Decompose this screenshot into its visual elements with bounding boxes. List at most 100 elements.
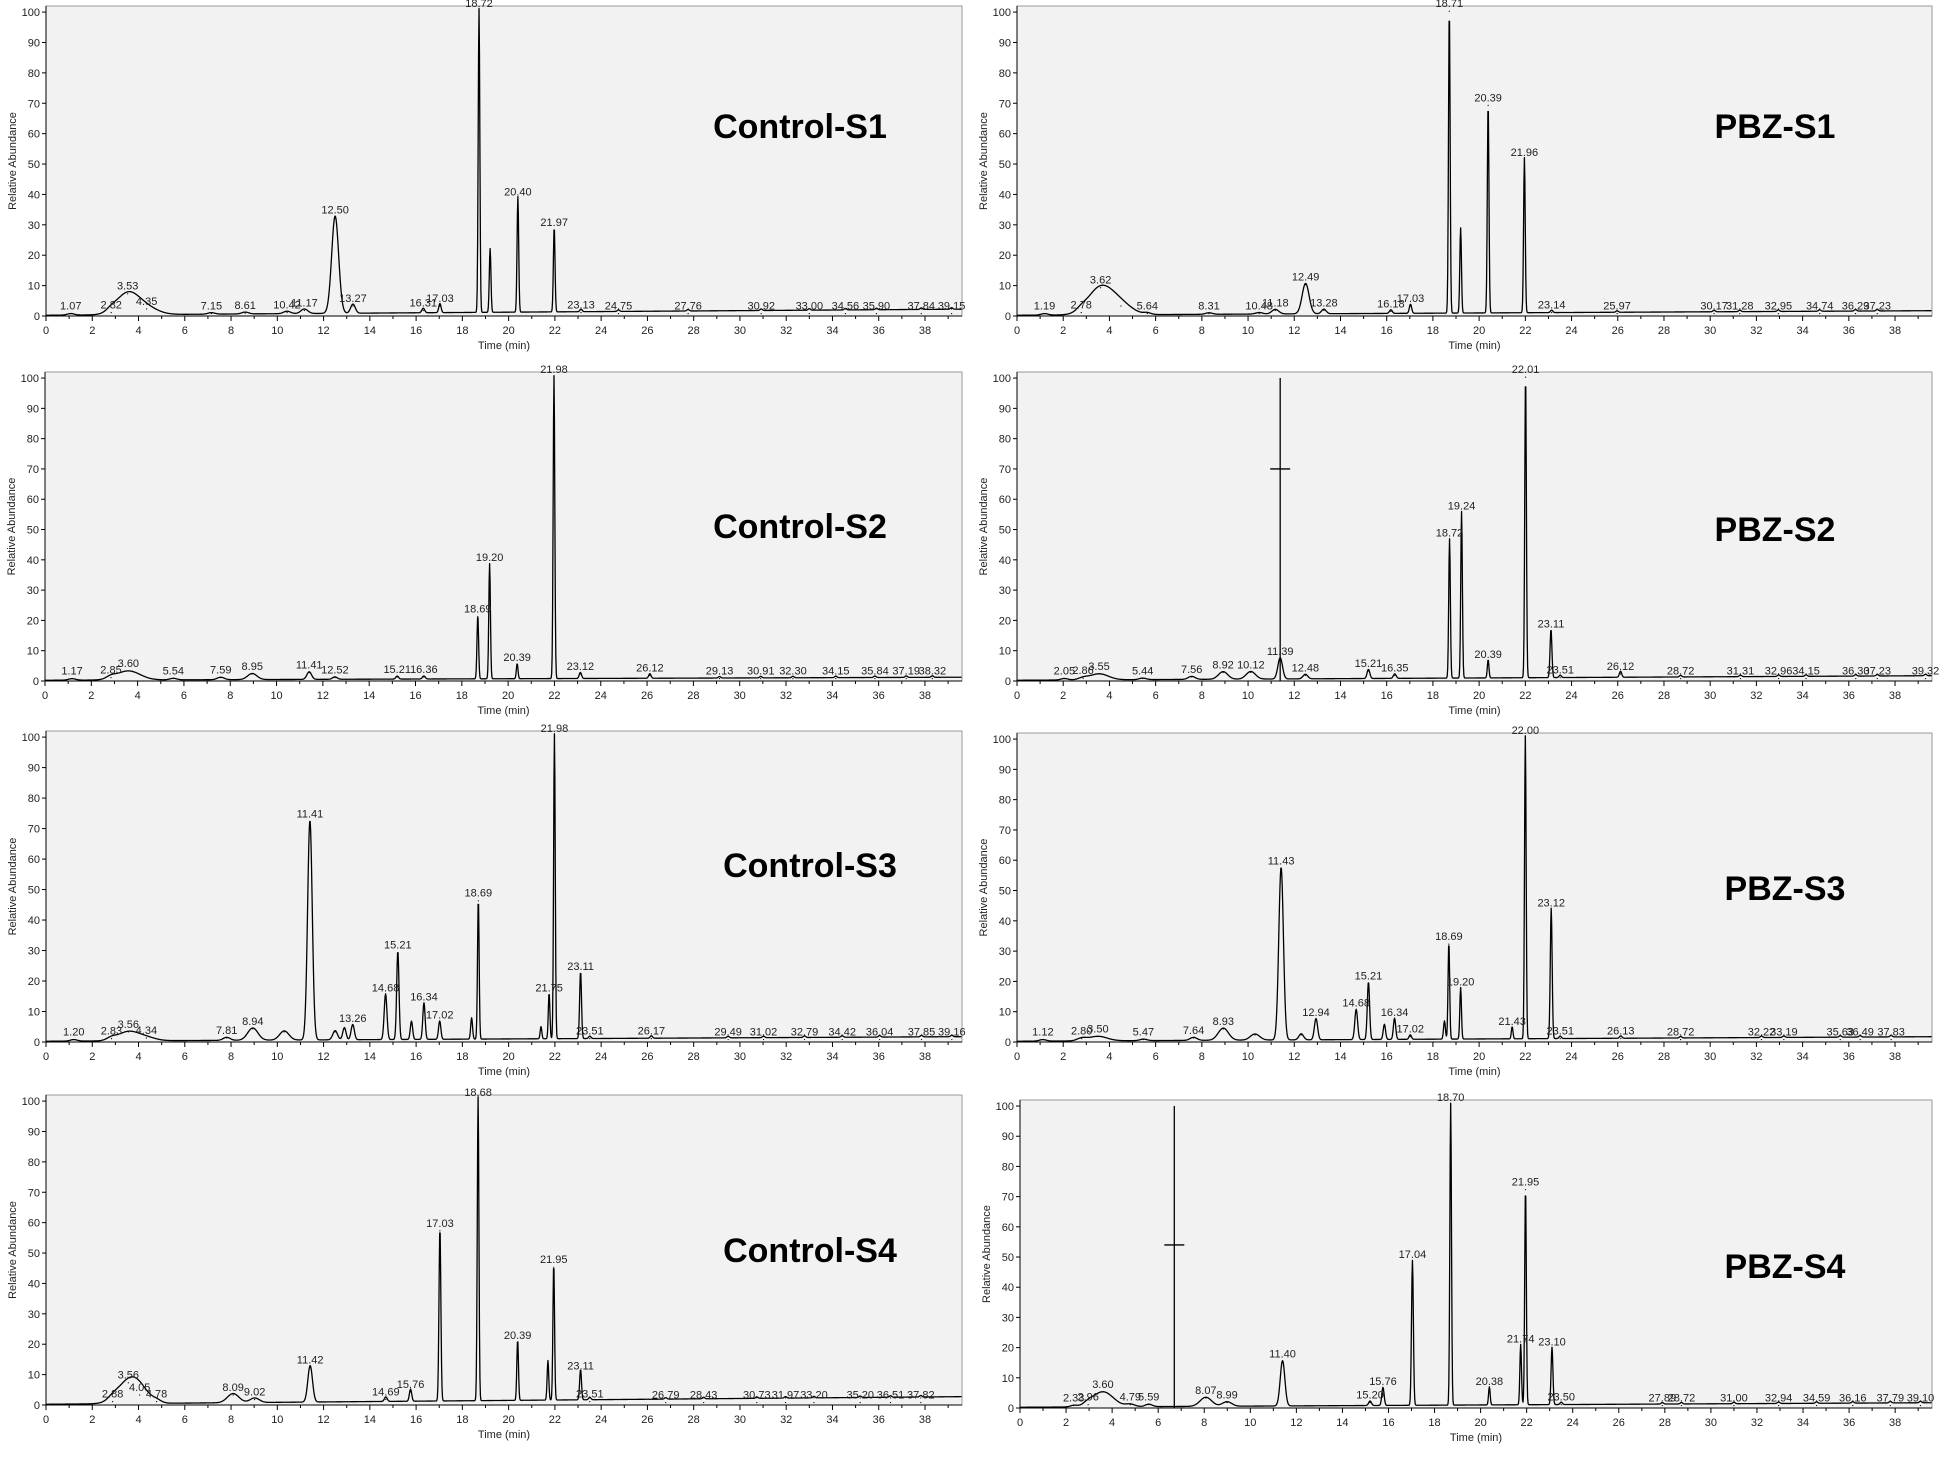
panel-7-x-tick-label: 14 <box>364 1414 376 1426</box>
panel-8-y-tick-label: 70 <box>1002 1192 1014 1204</box>
panel-6-y-tick-label: 10 <box>999 1007 1011 1019</box>
panel-5-peak-apex <box>343 1028 345 1030</box>
panel-1-peak-label: 34.56 <box>832 300 860 312</box>
panel-4-peak-apex <box>1304 674 1306 677</box>
panel-5-x-tick-label: 14 <box>364 1051 376 1063</box>
panel-4-peak-label: 23.11 <box>1538 619 1565 631</box>
panel-2-x-tick-label: 28 <box>1658 325 1670 337</box>
panel-7-peak-apex <box>859 1401 861 1404</box>
panel-2-x-tick-label: 2 <box>1060 325 1066 337</box>
panel-4-peak-label: 19.24 <box>1448 500 1476 512</box>
panel-5-y-tick-label: 0 <box>34 1037 40 1049</box>
panel-3-peak-label: 37.19 <box>892 665 920 677</box>
panel-8-peak-apex <box>1852 1404 1854 1407</box>
panel-6-peak-apex <box>1315 1019 1317 1021</box>
panel-1-x-axis-title: Time (min) <box>478 340 530 352</box>
panel-3-peak-label: 16.36 <box>410 664 438 676</box>
panel-8-peak-apex <box>1450 1104 1452 1106</box>
panel-3-x-tick-label: 4 <box>135 690 141 702</box>
panel-2-y-tick-label: 30 <box>999 220 1011 232</box>
panel-6-peak-apex <box>1448 943 1450 945</box>
panel-3-y-tick-label: 30 <box>27 585 39 597</box>
panel-6-sample-title: PBZ-S3 <box>1725 870 1846 908</box>
panel-3-peak-apex <box>220 677 222 679</box>
panel-5-x-tick-label: 8 <box>228 1051 234 1063</box>
panel-3-peak-apex <box>649 674 651 677</box>
panel-8-x-axis-title: Time (min) <box>1450 1432 1502 1444</box>
panel-8-peak-apex <box>1102 1391 1104 1393</box>
panel-5-peak-apex <box>423 1003 425 1006</box>
panel-3-peak-label: 32.30 <box>779 665 807 677</box>
panel-2-peak-apex <box>1120 305 1122 307</box>
panel-5-peak-label: 21.98 <box>541 723 569 735</box>
panel-6-x-tick-label: 12 <box>1288 1051 1300 1063</box>
panel-3-peak-label: 23.12 <box>567 661 595 673</box>
panel-2-peak-label: 5.64 <box>1137 300 1158 312</box>
panel-2-peak-apex <box>1448 10 1450 12</box>
panel-3-peak-apex <box>874 677 876 680</box>
panel-5-peak-apex <box>920 1038 923 1041</box>
panel-5-peak-label: 8.94 <box>242 1016 263 1028</box>
panel-8-peak-apex <box>1733 1404 1735 1407</box>
panel-5-x-tick-label: 2 <box>89 1051 95 1063</box>
panel-6-peak-apex <box>1367 982 1370 985</box>
panel-4-y-tick-label: 20 <box>999 615 1011 627</box>
panel-8-peak-label: 11.40 <box>1269 1349 1296 1361</box>
panel-6-x-tick-label: 22 <box>1519 1051 1531 1063</box>
panel-2-peak-apex <box>1876 312 1878 315</box>
panel-8-x-tick-label: 8 <box>1201 1417 1207 1429</box>
panel-8-y-tick-label: 0 <box>1008 1403 1014 1415</box>
panel-5-x-tick-label: 36 <box>873 1051 885 1063</box>
panel-6-peak-label: 2.80 <box>1071 1026 1092 1038</box>
panel-4-peak-apex <box>1777 677 1780 680</box>
panel-1-y-tick-label: 10 <box>28 281 40 293</box>
panel-7-peak-apex <box>139 1394 141 1396</box>
panel-1-peak-apex <box>920 312 922 315</box>
panel-3-x-tick-label: 34 <box>826 690 838 702</box>
panel-8-x-tick-label: 30 <box>1705 1417 1717 1429</box>
panel-6-peak-label: 17.02 <box>1396 1023 1424 1035</box>
panel-4-y-tick-label: 50 <box>999 525 1011 537</box>
panel-2-peak-apex <box>1323 309 1325 312</box>
panel-8-peak-label: 17.04 <box>1399 1249 1427 1261</box>
panel-2-x-tick-label: 34 <box>1796 325 1808 337</box>
panel-2-peak-label: 10.48 <box>1245 300 1273 312</box>
panel-2-x-tick-label: 16 <box>1381 325 1393 337</box>
panel-5-x-axis-title: Time (min) <box>478 1066 530 1078</box>
panel-8-peak-apex <box>1148 1404 1150 1406</box>
panel-7-x-tick-label: 38 <box>919 1414 931 1426</box>
panel-5-peak-apex <box>471 1019 473 1021</box>
panel-2-peak-label: 34.74 <box>1806 300 1834 312</box>
panel-7-peak-label: 4.05 <box>129 1382 150 1394</box>
panel-3-x-tick-label: 10 <box>270 690 282 702</box>
panel-4-peak-label: 2.86 <box>1072 665 1093 677</box>
panel-2-peak-apex <box>1043 312 1046 315</box>
panel-2-x-tick-label: 14 <box>1334 325 1346 337</box>
panel-7-y-tick-label: 60 <box>28 1218 40 1230</box>
panel-2-x-tick-label: 4 <box>1106 325 1112 337</box>
panel-5-peak-label: 21.75 <box>535 982 563 994</box>
panel-2-peak-apex <box>1146 312 1148 315</box>
panel-1-y-tick-label: 40 <box>28 189 40 201</box>
panel-7-peak-label: 30.73 <box>743 1389 771 1401</box>
panel-7-peak-label: 23.51 <box>576 1389 604 1401</box>
panel-1-peak-apex <box>422 309 424 312</box>
panel-3-peak-apex <box>251 673 253 675</box>
panel-3-chromatogram-trace <box>44 374 962 681</box>
panel-6-peak-apex <box>1460 988 1462 991</box>
panel-5-peak-label: 36.04 <box>866 1026 894 1038</box>
panel-8-peak-apex <box>1919 1404 1922 1407</box>
panel-4-peak-label: 10.12 <box>1237 659 1265 671</box>
panel-6-peak-label: 7.64 <box>1183 1025 1204 1037</box>
panel-6-peak-apex <box>1081 1038 1083 1040</box>
panel-7-peak-label: 31.97 <box>772 1389 800 1401</box>
panel-4-x-tick-label: 2 <box>1060 690 1066 702</box>
panel-1-x-tick-label: 30 <box>734 325 746 337</box>
panel-2-peak-apex <box>1616 312 1618 315</box>
panel-2-peak-apex <box>1409 305 1412 307</box>
panel-7-x-tick-label: 36 <box>873 1414 885 1426</box>
panel-4-x-tick-label: 4 <box>1106 690 1112 702</box>
panel-2-peak-apex <box>1304 284 1307 286</box>
panel-1-x-tick-label: 34 <box>826 325 838 337</box>
panel-3-peak-label: 21.98 <box>540 364 568 376</box>
